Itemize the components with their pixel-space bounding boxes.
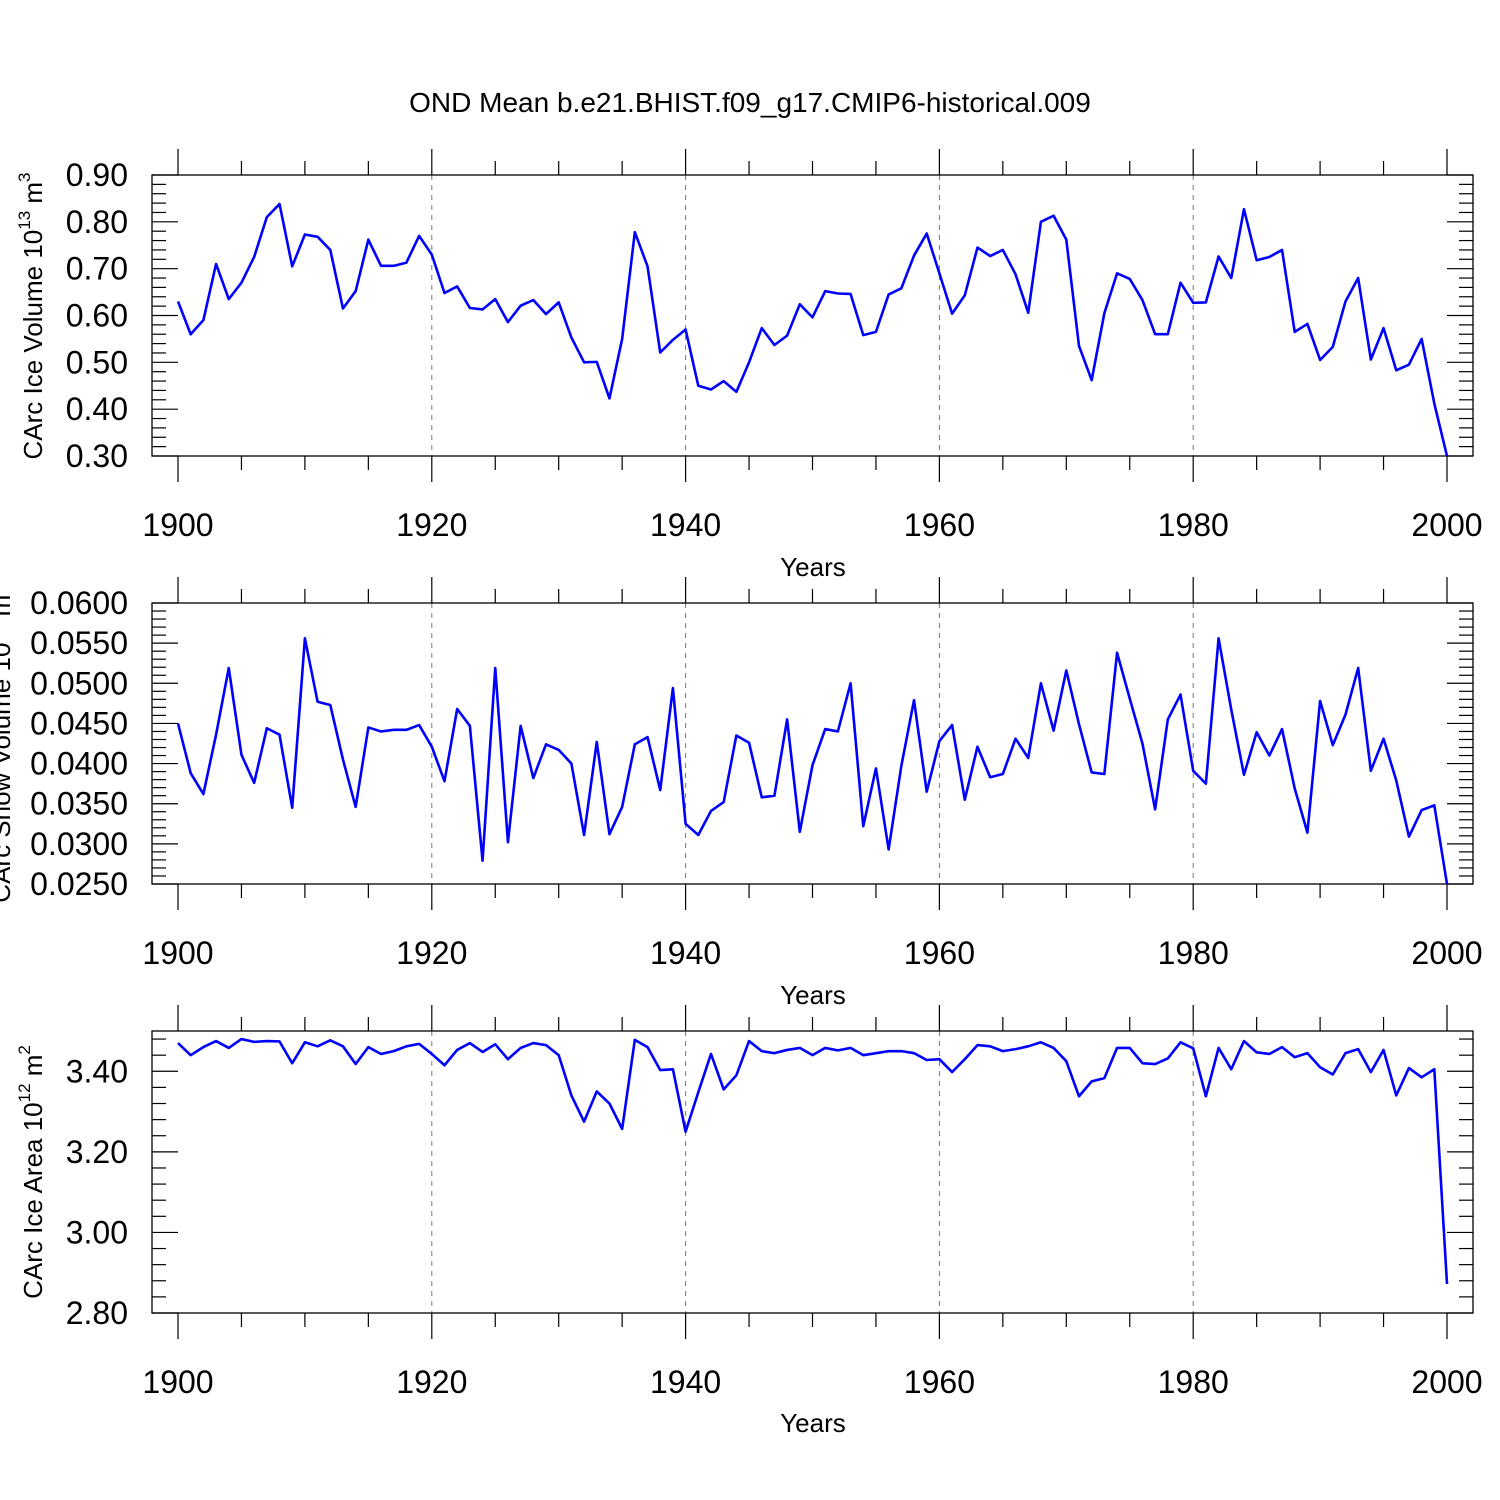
y-tick-label-0: 0.0250	[30, 866, 128, 902]
y-tick-label-2: 0.0350	[30, 786, 128, 822]
x-gridlines	[431, 175, 1194, 456]
x-tick-label-1900: 1900	[142, 935, 213, 971]
y-tick-label-6: 0.0550	[30, 625, 128, 661]
y-axis-title-exponent: 13	[0, 624, 2, 643]
y-tick-label-3: 0.0400	[30, 746, 128, 782]
x-tick-label-1940: 1940	[650, 935, 721, 971]
y-tick-label-7: 0.0600	[30, 585, 128, 621]
x-tick-label-1900: 1900	[142, 507, 213, 543]
x-tick-label-2000: 2000	[1411, 507, 1482, 543]
x-tick-label-1920: 1920	[396, 935, 467, 971]
y-axis-title: CArc Snow Volume 1013 m3	[0, 585, 16, 902]
plot-frame	[151, 1030, 1474, 1314]
x-tick-labels: 1900 1920 1940 1960 1980 2000	[142, 507, 1482, 543]
series-line-ice-volume	[176, 202, 1449, 457]
series-line-ice-area	[177, 1037, 1449, 1285]
x-tick-label-1960: 1960	[904, 1364, 975, 1400]
y-axis-title-exponent: 12	[15, 1083, 34, 1102]
y-tick-label-3: 3.40	[66, 1053, 128, 1089]
y-axis-title-unit: m	[0, 595, 16, 624]
panel-ice-volume: 0.30 0.40 0.50 0.60 0.70 0.80 0.90 1900 1920 194…	[15, 149, 1483, 582]
y-tick-labels: 0.0250 0.0300 0.0350 0.0400 0.0450 0.0500 0.05…	[30, 585, 128, 902]
y-tick-label-6: 0.90	[66, 157, 128, 193]
x-tick-label-2000: 2000	[1411, 1364, 1482, 1400]
chart-title: OND Mean b.e21.BHIST.f09_g17.CMIP6-histo…	[409, 87, 1091, 118]
x-tick-label-1940: 1940	[650, 1364, 721, 1400]
axis-ticks	[152, 1005, 1473, 1339]
y-tick-label-2: 0.50	[66, 344, 128, 380]
y-tick-label-3: 0.60	[66, 298, 128, 334]
series-line-snow-volume	[176, 637, 1449, 885]
y-axis-title-base: CArc Ice Area 10	[18, 1102, 48, 1299]
x-tick-label-1960: 1960	[904, 935, 975, 971]
panel-ice-area: 2.80 3.00 3.20 3.40 1900 1920 1940 1960 1980 200…	[15, 1005, 1483, 1438]
y-tick-labels: 2.80 3.00 3.20 3.40	[66, 1053, 128, 1331]
y-tick-label-4: 0.70	[66, 251, 128, 287]
y-tick-label-1: 3.00	[66, 1214, 128, 1250]
panel-snow-volume: 0.0250 0.0300 0.0350 0.0400 0.0450 0.0500 0.05…	[0, 577, 1483, 1010]
y-axis-title-base: CArc Ice Volume 10	[18, 230, 48, 460]
x-tick-labels: 1900 1920 1940 1960 1980 2000	[142, 935, 1482, 971]
x-tick-label-1920: 1920	[396, 1364, 467, 1400]
y-tick-label-0: 0.30	[66, 438, 128, 474]
y-tick-label-4: 0.0450	[30, 705, 128, 741]
x-tick-label-1980: 1980	[1158, 935, 1229, 971]
x-tick-labels: 1900 1920 1940 1960 1980 2000	[142, 1364, 1482, 1400]
axis-ticks	[152, 577, 1473, 910]
y-axis-title-base: CArc Snow Volume 10	[0, 643, 16, 903]
y-axis-title-unit-exponent: 3	[0, 585, 2, 594]
x-tick-label-1980: 1980	[1158, 507, 1229, 543]
series-points	[177, 203, 1448, 457]
series-points	[177, 638, 1448, 885]
x-axis-title: Years	[780, 980, 846, 1010]
y-axis-title-unit: m	[18, 1055, 48, 1084]
x-axis-title: Years	[780, 552, 846, 582]
x-tick-label-2000: 2000	[1411, 935, 1482, 971]
x-tick-label-1980: 1980	[1158, 1364, 1229, 1400]
y-axis-title-exponent: 13	[15, 211, 34, 230]
x-tick-label-1920: 1920	[396, 507, 467, 543]
y-axis-title-unit-exponent: 2	[15, 1045, 34, 1054]
y-tick-label-1: 0.0300	[30, 826, 128, 862]
axis-ticks	[152, 149, 1473, 482]
y-tick-label-5: 0.0500	[30, 665, 128, 701]
x-axis-title: Years	[780, 1408, 846, 1438]
x-tick-label-1900: 1900	[142, 1364, 213, 1400]
y-tick-label-0: 2.80	[66, 1295, 128, 1331]
x-tick-label-1960: 1960	[904, 507, 975, 543]
y-tick-labels: 0.30 0.40 0.50 0.60 0.70 0.80 0.90	[66, 157, 128, 474]
x-gridlines	[431, 1031, 1194, 1313]
y-tick-label-5: 0.80	[66, 204, 128, 240]
y-axis-title-unit-exponent: 3	[15, 172, 34, 181]
y-tick-label-1: 0.40	[66, 391, 128, 427]
y-tick-label-2: 3.20	[66, 1134, 128, 1170]
y-axis-title-unit: m	[18, 182, 48, 211]
y-axis-title: CArc Ice Area 1012 m2	[15, 1045, 48, 1299]
x-tick-label-1940: 1940	[650, 507, 721, 543]
series-points	[177, 1038, 1448, 1285]
y-axis-title: CArc Ice Volume 1013 m3	[15, 172, 48, 459]
